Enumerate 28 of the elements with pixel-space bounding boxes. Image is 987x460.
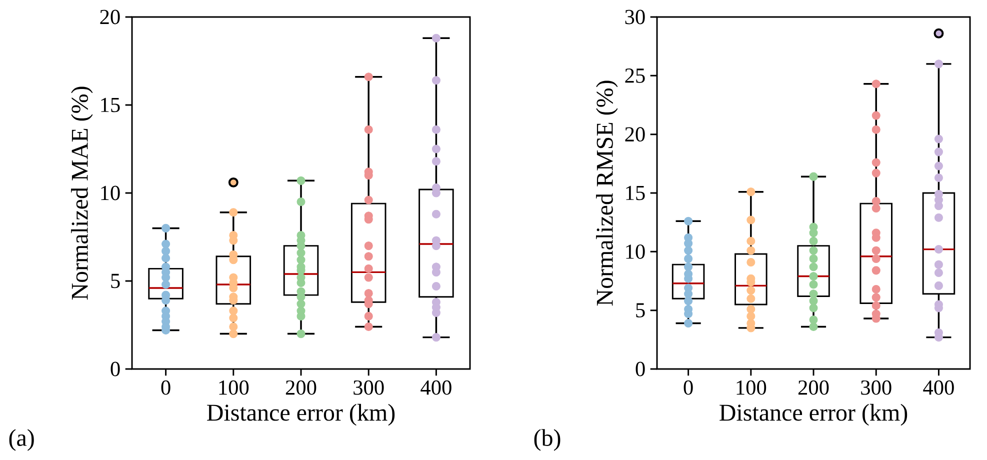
y-tick-label: 25 — [625, 68, 645, 83]
x-tick-label: 400 — [420, 380, 452, 395]
y-tick-label: 15 — [101, 98, 120, 112]
y-tick-label: 20 — [625, 127, 645, 142]
y-tick-label: 10 — [101, 186, 120, 200]
x-axis-title: Distance error (km) — [720, 404, 908, 426]
y-tick-label: 0 — [110, 362, 120, 376]
x-tick-label: 200 — [286, 380, 316, 395]
x-tick-label: 400 — [923, 380, 954, 395]
x-tick-label: 100 — [219, 380, 249, 395]
x-tick-label: 300 — [861, 380, 892, 395]
x-tick-label: 0 — [684, 380, 693, 395]
y-tick-label: 0 — [636, 362, 645, 376]
x-tick-label: 200 — [798, 380, 829, 395]
x-tick-label: 300 — [354, 380, 384, 395]
x-tick-label: 100 — [736, 380, 766, 395]
y-axis-title: Normalized MAE (%) — [71, 86, 93, 300]
x-axis-title: Distance error (km) — [207, 404, 395, 426]
text: (a) — [9, 429, 34, 451]
y-tick-label: 20 — [100, 10, 120, 24]
y-tick-label: 10 — [626, 244, 645, 259]
y-tick-label: 5 — [636, 303, 645, 318]
y-tick-label: 5 — [111, 274, 120, 288]
x-tick-label: 0 — [161, 380, 170, 395]
y-tick-label: 15 — [626, 186, 645, 200]
y-axis-title: Normalized RMSE (%) — [596, 80, 618, 306]
y-tick-label: 30 — [625, 10, 645, 24]
text: (b) — [534, 429, 560, 451]
